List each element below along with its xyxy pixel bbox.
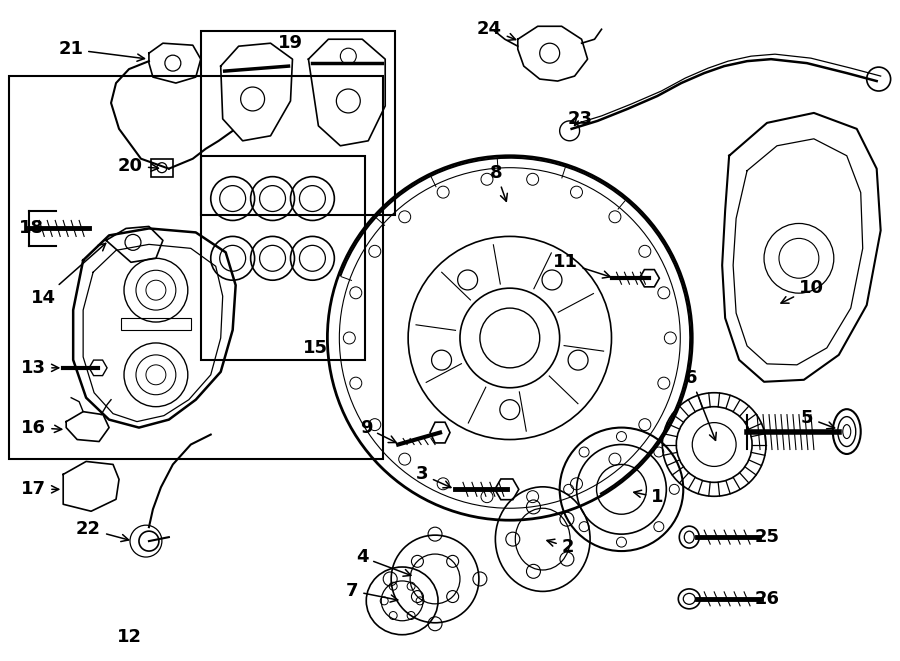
Text: 11: 11 (553, 253, 610, 278)
Text: 5: 5 (801, 408, 834, 429)
Text: 13: 13 (22, 359, 58, 377)
Text: 23: 23 (568, 110, 592, 128)
Text: 2: 2 (547, 538, 574, 556)
Text: 16: 16 (22, 418, 62, 436)
Text: 25: 25 (754, 528, 779, 546)
Bar (201, 31, 395, 215)
Text: 3: 3 (416, 465, 451, 488)
Bar (121, 318, 191, 330)
Text: 9: 9 (360, 418, 396, 443)
Text: 8: 8 (490, 164, 508, 202)
Text: 19: 19 (278, 34, 303, 52)
Text: 12: 12 (116, 628, 141, 646)
Text: 14: 14 (32, 243, 105, 307)
Text: 26: 26 (754, 590, 779, 608)
Text: 6: 6 (685, 369, 716, 440)
Text: 22: 22 (76, 520, 129, 541)
Bar (151, 159, 173, 176)
Text: 21: 21 (58, 40, 145, 61)
Bar (9, 76, 383, 459)
Text: 4: 4 (356, 548, 411, 576)
Text: 24: 24 (477, 20, 516, 40)
Text: 17: 17 (22, 481, 58, 498)
Text: 7: 7 (346, 582, 398, 602)
Text: 10: 10 (781, 279, 824, 303)
Text: 20: 20 (118, 157, 158, 175)
Text: 18: 18 (19, 219, 44, 237)
Bar (201, 156, 365, 360)
Text: 1: 1 (634, 488, 664, 506)
Text: 15: 15 (303, 339, 328, 357)
